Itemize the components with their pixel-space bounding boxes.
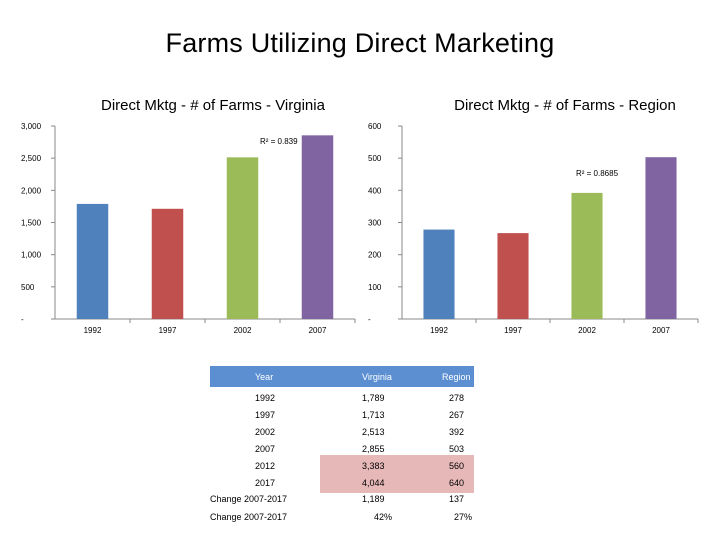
- y-tick-label: 500: [368, 154, 382, 163]
- table-cell: 392: [449, 427, 465, 437]
- table-cell: 2,855: [362, 444, 385, 454]
- table-cell: 2012: [255, 461, 276, 471]
- table-cell: 1,713: [362, 410, 385, 420]
- x-tick-label: 1992: [84, 326, 102, 335]
- y-tick-label: 1,500: [21, 219, 42, 228]
- x-tick-label: 2002: [234, 326, 252, 335]
- y-tick-label: -: [368, 315, 371, 324]
- y-tick-label: 500: [21, 283, 35, 292]
- y-tick-label: 100: [368, 283, 382, 292]
- page-title: Farms Utilizing Direct Marketing: [165, 28, 555, 58]
- table-cell: 267: [449, 410, 465, 420]
- table-cell: 2002: [255, 427, 276, 437]
- chart-region-svg: Direct Mktg - # of Farms - Region - 100 200…: [368, 97, 699, 335]
- y-tick-label: 1,000: [21, 251, 42, 260]
- bar-1992: [423, 229, 455, 319]
- table-cell: 1,189: [362, 494, 385, 504]
- y-tick-label: 3,000: [21, 122, 42, 131]
- chart-title: Direct Mktg - # of Farms - Virginia: [101, 97, 326, 114]
- table-header-row: [210, 366, 474, 387]
- table-cell: 4,044: [362, 478, 385, 488]
- bar-2002: [226, 157, 259, 319]
- table-cell: 560: [449, 461, 465, 471]
- table-cell: 1,789: [362, 393, 385, 403]
- table-cell: 640: [449, 478, 465, 488]
- table-cell: 27%: [454, 512, 473, 522]
- table-header-virginia: Virginia: [362, 372, 392, 382]
- table-cell: 42%: [374, 512, 393, 522]
- table-highlight: [320, 455, 474, 493]
- y-tick-label: 400: [368, 186, 382, 195]
- x-tick-label: 2007: [309, 326, 327, 335]
- bar-1997: [151, 208, 184, 319]
- table-cell: 2,513: [362, 427, 385, 437]
- table-header-year: Year: [255, 372, 274, 382]
- y-tick-label: 200: [368, 251, 382, 260]
- table-cell: 2007: [255, 444, 276, 454]
- x-tick-label: 2007: [652, 326, 670, 335]
- table-cell: 503: [449, 444, 465, 454]
- bar-1997: [497, 233, 529, 319]
- r-squared-label: R² = 0.8685: [576, 169, 619, 178]
- table-cell: 3,383: [362, 461, 385, 471]
- table-cell: 1992: [255, 393, 276, 403]
- x-tick-label: 1997: [159, 326, 177, 335]
- bar-2007: [301, 135, 334, 319]
- bar-1992: [76, 203, 109, 319]
- x-tick-label: 1992: [430, 326, 448, 335]
- y-tick-label: 2,500: [21, 154, 42, 163]
- table-cell: 278: [449, 393, 465, 403]
- x-tick-label: 2002: [578, 326, 596, 335]
- y-tick-label: 2,000: [21, 186, 42, 195]
- table-cell: 2017: [255, 478, 276, 488]
- y-tick-label: -: [21, 315, 24, 324]
- chart-title: Direct Mktg - # of Farms - Region: [454, 97, 676, 114]
- bar-2007: [645, 157, 677, 319]
- chart-region: Direct Mktg - # of Farms - Region - 100 200…: [360, 92, 700, 342]
- x-tick-label: 1997: [504, 326, 522, 335]
- table-cell: 1997: [255, 410, 276, 420]
- r-squared-label: R² = 0.839: [260, 137, 298, 146]
- chart-virginia-svg: Direct Mktg - # of Farms - Virginia - 500 1…: [21, 97, 356, 335]
- table-header-region: Region: [442, 372, 471, 382]
- table-cell: 137: [449, 494, 465, 504]
- y-tick-label: 300: [368, 219, 382, 228]
- chart-virginia: Direct Mktg - # of Farms - Virginia - 500 1…: [10, 92, 356, 342]
- table-cell: Change 2007-2017: [210, 494, 288, 504]
- bar-2002: [571, 192, 603, 319]
- y-tick-label: 600: [368, 122, 382, 131]
- table-cell: Change 2007-2017: [210, 512, 288, 522]
